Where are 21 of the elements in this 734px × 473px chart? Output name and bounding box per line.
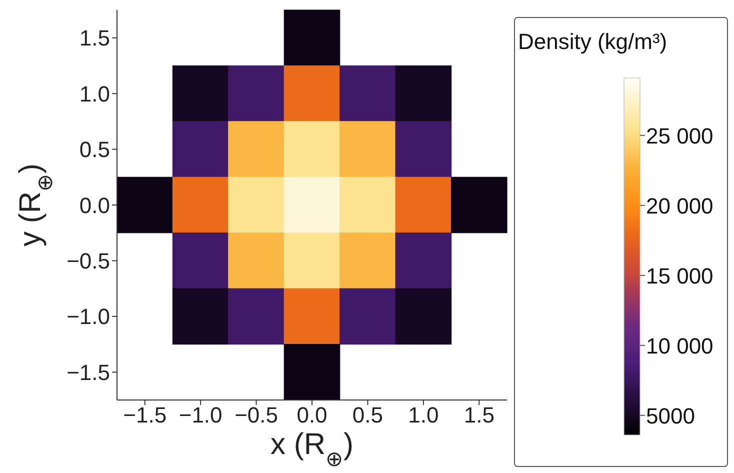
color-bar-label: 10 000: [646, 333, 714, 358]
y-tick-label: −1.5: [66, 360, 110, 385]
y-tick-label: −0.5: [66, 248, 110, 274]
y-tick-label: −1.0: [66, 304, 110, 330]
x-tick-label: −1.0: [178, 402, 222, 428]
color-bar-label: 20 000: [646, 193, 714, 218]
x-tick-label: 1.5: [464, 402, 494, 428]
y-tick-label: 1.0: [79, 81, 110, 106]
color-bar-label: 25 000: [646, 123, 714, 148]
color-bar-label: 15 000: [646, 263, 714, 288]
color-bar-title: Density (kg/m³): [518, 29, 668, 54]
color-bar-label: 5000: [646, 403, 695, 428]
y-tick-label: 1.5: [79, 26, 110, 51]
y-tick-label: 0.0: [79, 192, 110, 218]
x-axis-title: x (R$_{⊕}$): [270, 428, 354, 470]
x-tick-label: 1.0: [408, 402, 439, 428]
x-tick-label: 0.0: [296, 402, 328, 428]
x-tick-label: −0.5: [234, 402, 278, 428]
x-tick-label: −1.5: [123, 402, 167, 428]
x-tick-label: 0.5: [352, 402, 384, 428]
y-tick-label: 0.5: [79, 137, 110, 162]
